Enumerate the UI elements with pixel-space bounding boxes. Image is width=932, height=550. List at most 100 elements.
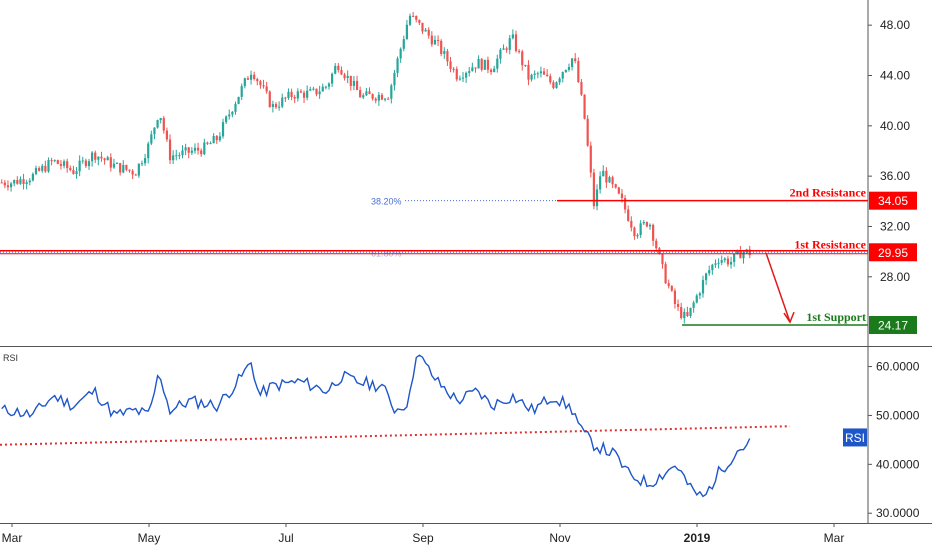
candle-body xyxy=(184,147,187,151)
candle-body xyxy=(306,90,309,98)
x-tick-label: Jul xyxy=(278,531,293,545)
x-tick-label: Nov xyxy=(549,531,570,545)
candle-body xyxy=(402,39,405,49)
candle-body xyxy=(695,295,698,303)
candle-body xyxy=(340,69,343,75)
candle-body xyxy=(115,163,119,165)
candle-body xyxy=(78,160,81,172)
candle-body xyxy=(274,104,278,108)
candle-body xyxy=(59,163,63,166)
rsi-panel-title: RSI xyxy=(3,353,18,363)
candle-body xyxy=(418,19,421,23)
candle-body xyxy=(505,48,508,50)
candle-body xyxy=(131,170,134,175)
rsi-panel: RSI RSI xyxy=(0,353,867,498)
candle-body xyxy=(636,235,639,237)
candle-body xyxy=(396,58,399,73)
candle-body xyxy=(159,118,162,121)
candle-body xyxy=(670,286,673,291)
candle-body xyxy=(16,179,19,184)
rsi-badge-label: RSI xyxy=(845,431,865,445)
candle-body xyxy=(150,134,153,144)
candle-body xyxy=(421,22,424,32)
candle-body xyxy=(106,157,109,161)
candle-body xyxy=(212,136,215,144)
candle-body xyxy=(374,98,377,101)
candle-body xyxy=(196,147,200,151)
candle-body xyxy=(312,88,315,90)
candle-body xyxy=(349,75,352,86)
candle-body xyxy=(611,177,614,185)
candle-body xyxy=(343,74,346,79)
candle-body xyxy=(433,39,437,45)
x-tick-label: 2019 xyxy=(684,531,711,545)
candle-body xyxy=(546,74,549,77)
candle-body xyxy=(708,270,711,274)
candle-body xyxy=(299,91,303,93)
candle-body xyxy=(436,39,440,41)
candle-body xyxy=(527,64,530,80)
candle-body xyxy=(153,127,156,135)
rsi-tick-label: 40.0000 xyxy=(876,457,920,471)
candle-body xyxy=(0,182,3,184)
candle-body xyxy=(577,61,580,83)
candle-body xyxy=(134,174,137,176)
candle-body xyxy=(91,152,94,162)
candle-body xyxy=(234,103,237,112)
candle-body xyxy=(190,150,193,153)
candle-body xyxy=(81,160,84,162)
candle-body xyxy=(231,111,234,115)
candle-body xyxy=(415,15,418,20)
candle-body xyxy=(393,72,396,86)
candle-body xyxy=(480,59,483,70)
rsi-trendline xyxy=(0,425,791,446)
candle-body xyxy=(383,98,387,100)
candle-body xyxy=(580,82,583,95)
candle-body xyxy=(3,182,6,186)
candle-body xyxy=(140,163,144,165)
price-tag-value: 24.17 xyxy=(878,318,908,332)
candle-body xyxy=(172,155,175,161)
candle-body xyxy=(365,91,368,96)
candle-body xyxy=(122,164,125,173)
candle-body xyxy=(352,80,356,86)
candle-body xyxy=(739,250,742,259)
candle-body xyxy=(346,75,349,79)
rsi-tick-label: 60.0000 xyxy=(876,360,920,374)
candle-body xyxy=(664,264,667,284)
candle-body xyxy=(471,67,474,72)
candle-body xyxy=(552,82,555,88)
candle-body xyxy=(673,290,677,304)
candle-body xyxy=(97,156,100,160)
candle-body xyxy=(293,97,296,99)
candle-body xyxy=(701,280,705,294)
candle-body xyxy=(240,86,243,97)
x-tick-label: Mar xyxy=(2,531,23,545)
candle-body xyxy=(748,249,751,256)
candle-body xyxy=(620,193,624,199)
candle-body xyxy=(486,59,490,70)
candle-body xyxy=(583,94,586,119)
support-price-tag xyxy=(869,315,917,334)
candle-body xyxy=(137,163,140,176)
candle-body xyxy=(461,77,465,79)
candle-body xyxy=(676,303,680,308)
candle-body xyxy=(321,86,324,92)
candle-body xyxy=(511,34,514,39)
candle-body xyxy=(50,160,53,162)
candle-body xyxy=(449,61,452,69)
candle-body xyxy=(599,176,602,190)
x-tick-label: Sep xyxy=(412,531,434,545)
candle-body xyxy=(278,106,281,108)
candle-body xyxy=(412,15,415,17)
candle-body xyxy=(496,58,499,69)
candle-body xyxy=(262,85,265,87)
candle-body xyxy=(692,302,695,308)
candle-body xyxy=(455,68,458,80)
candle-body xyxy=(698,293,701,296)
candle-body xyxy=(178,155,181,157)
candle-body xyxy=(237,96,240,104)
x-tick-label: May xyxy=(138,531,161,545)
candle-body xyxy=(318,91,321,95)
